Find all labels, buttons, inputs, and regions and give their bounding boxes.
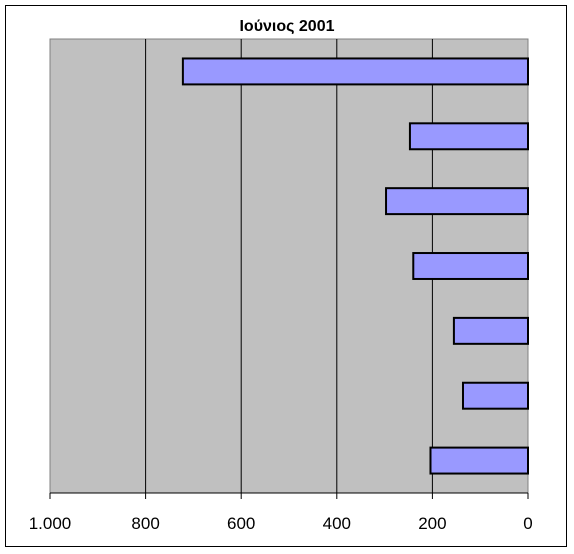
bar [461,381,530,410]
x-tick-label: 800 [131,514,159,533]
x-tick-label: 200 [418,514,446,533]
x-axis: 1.000 800 600 400 200 0 [29,492,533,533]
bars [181,57,530,475]
bar [408,122,529,151]
chart-title: Ιούνιος 2001 [239,18,335,35]
bar [429,446,530,475]
bar [412,252,529,280]
x-tick-label: 1.000 [29,514,72,533]
x-tick-label: 600 [227,514,255,533]
x-tick-label: 0 [523,514,532,533]
bar [181,57,529,86]
bar [385,187,529,216]
x-tick-label: 400 [323,514,351,533]
bar [452,316,529,345]
